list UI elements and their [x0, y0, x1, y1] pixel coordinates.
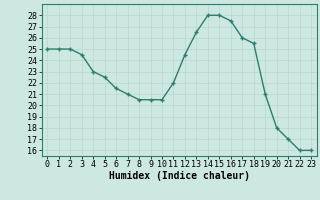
- X-axis label: Humidex (Indice chaleur): Humidex (Indice chaleur): [109, 171, 250, 181]
